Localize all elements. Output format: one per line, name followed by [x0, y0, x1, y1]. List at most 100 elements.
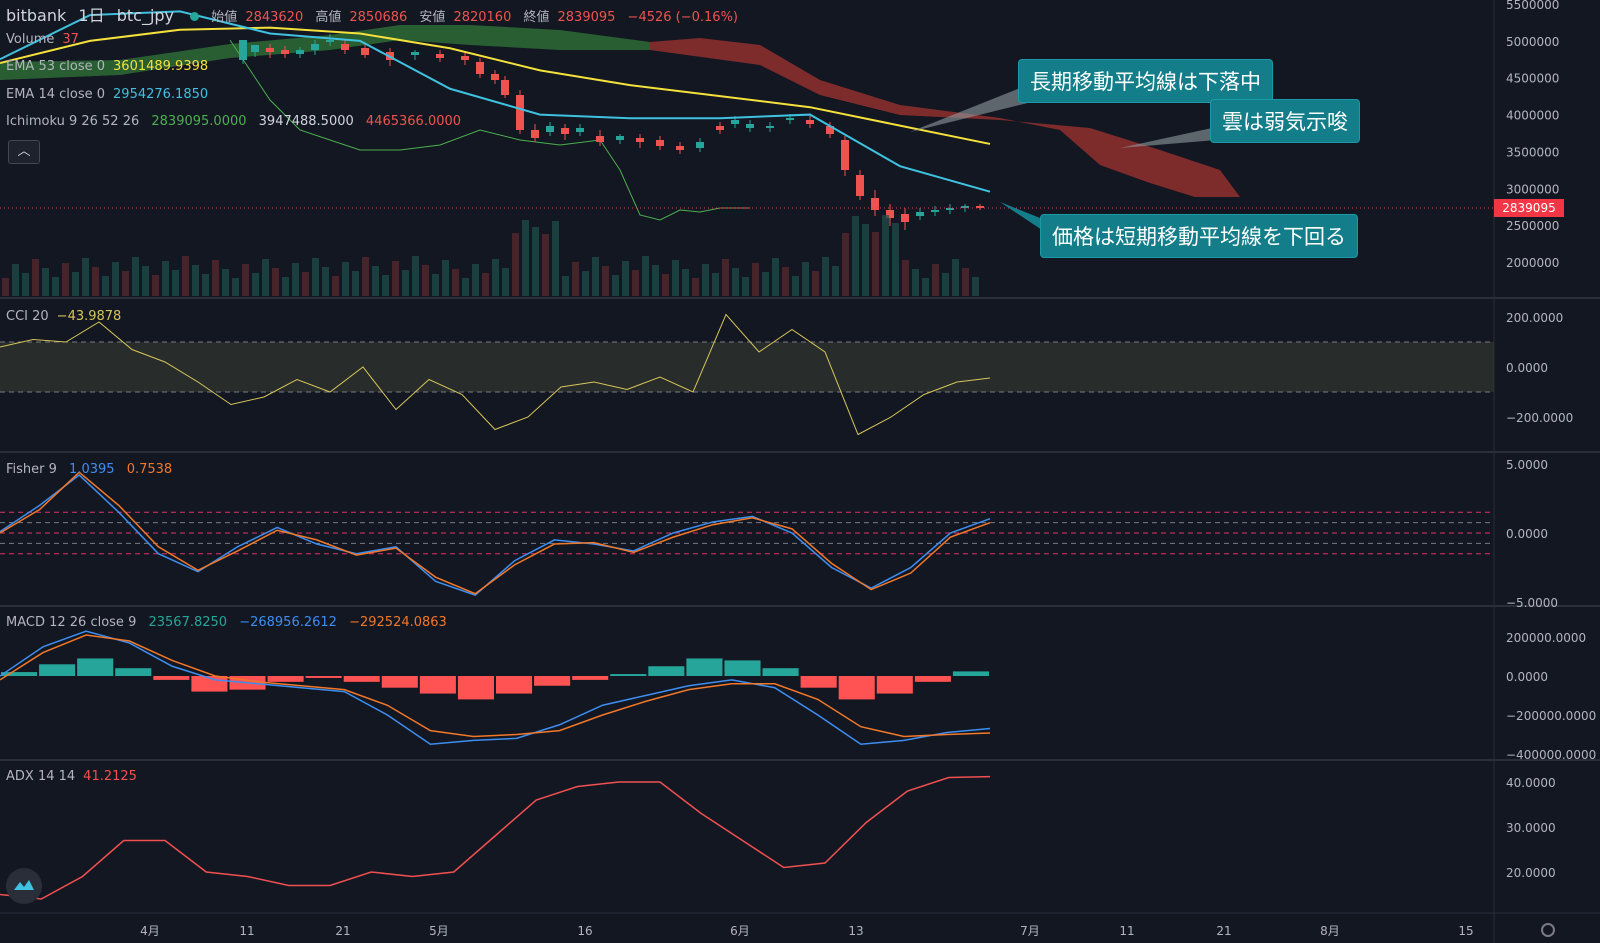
volume-bar [772, 258, 779, 296]
candle-body [886, 210, 894, 218]
candle-body [341, 44, 349, 50]
settings-gear-icon[interactable] [1541, 923, 1555, 937]
macd-histogram-bar [914, 676, 951, 682]
macd-histogram-bar [686, 658, 723, 676]
macd-axis-tick-label: 0.0000 [1506, 670, 1548, 684]
volume-bar [932, 264, 939, 296]
adx-axis-tick-label: 30.0000 [1506, 821, 1556, 835]
ema14-legend[interactable]: EMA 14 close 0 2954276.1850 [6, 87, 216, 102]
volume-bar [542, 234, 549, 296]
adx-legend[interactable]: ADX 14 14 41.2125 [6, 769, 145, 784]
low-label: 安値 [419, 10, 446, 25]
volume-bar [882, 215, 889, 296]
candle-body [326, 40, 334, 42]
candle-body [251, 45, 259, 52]
macd-histogram-bar [952, 671, 989, 676]
macd-histogram-bar [648, 666, 685, 676]
volume-bar [172, 270, 179, 296]
candle-body [916, 212, 924, 216]
cci-axis-tick-label: −200.0000 [1506, 411, 1573, 425]
volume-bar [202, 274, 209, 296]
adx-axis-tick-label: 20.0000 [1506, 866, 1556, 880]
candle-body [961, 206, 969, 208]
volume-bar [962, 268, 969, 296]
volume-bar [902, 260, 909, 296]
candle-body [976, 206, 984, 208]
cci-axis-tick-label: 200.0000 [1506, 311, 1563, 325]
macd-histogram-bar [381, 676, 418, 688]
symbol-name[interactable]: btc_jpy [116, 6, 175, 25]
volume-bar [112, 262, 119, 296]
time-axis-tick-label: 4月 [140, 924, 160, 938]
volume-bar [402, 270, 409, 296]
volume-bar [212, 260, 219, 296]
open-value: 2843620 [245, 10, 304, 25]
cci-line [0, 313, 991, 436]
volume-bar [732, 268, 739, 296]
macd-histogram-bar [419, 676, 456, 694]
volume-bar [312, 258, 319, 296]
volume-bar [152, 275, 159, 296]
volume-bar [502, 268, 509, 296]
candle-body [826, 126, 834, 134]
time-axis-tick-label: 6月 [730, 924, 750, 938]
fisher-axis-tick-label: 5.0000 [1506, 458, 1548, 472]
price-axis-tick-label: 5000000 [1506, 35, 1559, 49]
macd-histogram-bar [77, 658, 114, 676]
volume-bar [682, 269, 689, 296]
macd-histogram-bar [534, 676, 571, 686]
candle-body [716, 126, 724, 130]
ichimoku-cloud-bearish [650, 38, 1240, 197]
macd-legend[interactable]: MACD 12 26 close 9 23567.8250 −268956.26… [6, 615, 455, 630]
candle-body [746, 124, 754, 128]
chevron-up-icon: ︿ [17, 144, 31, 159]
time-axis-tick-label: 13 [848, 924, 863, 938]
macd-histogram-bar [39, 664, 76, 676]
candle-body [901, 214, 909, 222]
volume-bar [22, 273, 29, 296]
macd-value-1: 23567.8250 [148, 615, 228, 630]
volume-bar [862, 224, 869, 296]
volume-bar [362, 257, 369, 296]
time-axis-tick-label: 7月 [1020, 924, 1040, 938]
volume-bar [792, 276, 799, 296]
ichimoku-value-3: 4465366.0000 [365, 114, 462, 129]
volume-bar [282, 277, 289, 296]
volume-bar [252, 273, 259, 296]
tradingview-logo-icon[interactable] [6, 868, 42, 904]
interval-label[interactable]: 1日 [78, 6, 105, 25]
ema53-name: EMA 53 close 0 [6, 59, 106, 74]
ichimoku-legend[interactable]: Ichimoku 9 26 52 26 2839095.0000 3947488… [6, 114, 469, 129]
volume-bar [622, 261, 629, 296]
cci-legend[interactable]: CCI 20 −43.9878 [6, 309, 129, 324]
volume-legend[interactable]: Volume 37 [6, 32, 87, 47]
volume-bar [802, 262, 809, 296]
callout-cloud-bearish: 雲は弱気示唆 [1210, 99, 1360, 143]
time-axis-tick-label: 16 [577, 924, 592, 938]
macd-histogram-bar [267, 676, 304, 682]
ema53-legend[interactable]: EMA 53 close 0 3601489.9398 [6, 59, 216, 74]
exchange-name: bitbank [6, 6, 67, 25]
volume-bar [482, 273, 489, 296]
candle-body [946, 208, 954, 210]
volume-bar [142, 266, 149, 296]
volume-bar [122, 271, 129, 296]
macd-value-2: −268956.2612 [239, 615, 337, 630]
fisher-trigger-line [0, 471, 991, 595]
volume-bar [332, 276, 339, 296]
candle-body [596, 136, 604, 142]
volume-bar [82, 258, 89, 296]
fisher-legend[interactable]: Fisher 9 1.0395 0.7538 [6, 462, 180, 477]
collapse-legend-button[interactable]: ︿ [8, 140, 40, 164]
candle-body [561, 128, 569, 134]
time-axis-tick-label: 15 [1458, 924, 1473, 938]
macd-histogram-bar [800, 676, 837, 688]
volume-bar [552, 221, 559, 296]
price-axis-tick-label: 5500000 [1506, 0, 1559, 12]
volume-bar [52, 277, 59, 296]
volume-bar [522, 220, 529, 296]
volume-bar [842, 233, 849, 296]
callout-pointer [910, 88, 1040, 132]
ema14-value: 2954276.1850 [113, 87, 209, 102]
